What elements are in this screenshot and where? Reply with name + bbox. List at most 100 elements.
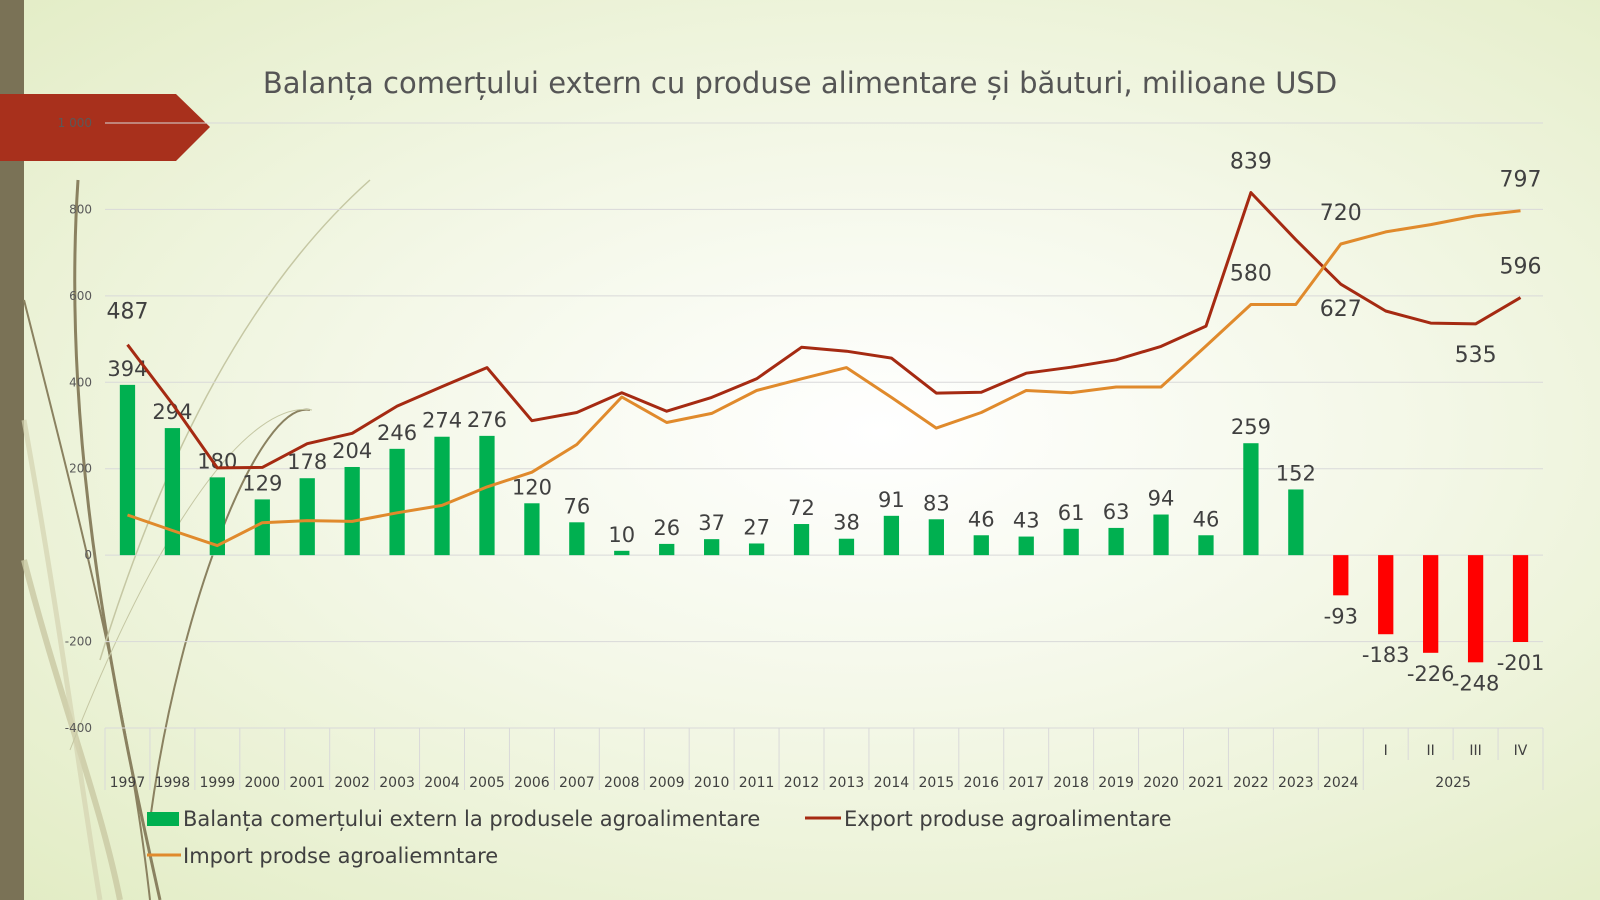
chart-title: Balanța comerțului extern cu produse ali… bbox=[263, 66, 1337, 100]
export-point-label: 535 bbox=[1455, 343, 1497, 368]
balance-bar bbox=[1243, 443, 1259, 556]
y-tick-label: 400 bbox=[69, 375, 92, 389]
bar-value-label: 61 bbox=[1058, 501, 1085, 525]
x-tick-label: 2009 bbox=[649, 775, 685, 791]
balance-bar bbox=[1467, 555, 1484, 663]
bar-value-label: 63 bbox=[1103, 500, 1130, 524]
x-tick-label: IV bbox=[1514, 743, 1528, 759]
bar-value-label: 91 bbox=[878, 488, 905, 512]
import-point-label: 797 bbox=[1500, 168, 1542, 193]
bar-value-label: 46 bbox=[968, 507, 995, 531]
y-tick-label: 200 bbox=[69, 462, 92, 476]
balance-bar bbox=[1108, 527, 1124, 556]
x-tick-label: 2007 bbox=[559, 775, 595, 791]
bar-value-label: 43 bbox=[1013, 509, 1040, 533]
x-axis: 1997 1998 1999 2000 2001 2002 2003 2004 2005 2006… bbox=[104, 728, 1544, 791]
balance-bar bbox=[1153, 514, 1169, 556]
line-point-labels: 487 839 627 535 596 580 720 797 bbox=[106, 150, 1541, 368]
balance-bar bbox=[119, 384, 136, 556]
x-tick-label: 2024 bbox=[1323, 775, 1359, 791]
bar-value-label: -248 bbox=[1452, 671, 1500, 695]
x-tick-label: 2001 bbox=[289, 775, 325, 791]
balance-bar bbox=[524, 503, 540, 556]
x-tick-label: 2013 bbox=[829, 775, 865, 791]
bar-value-label: -201 bbox=[1497, 651, 1545, 675]
balance-bar bbox=[704, 539, 720, 556]
import-point-label: 580 bbox=[1230, 262, 1272, 287]
balance-bar bbox=[1423, 555, 1439, 653]
x-tick-label: 2011 bbox=[739, 775, 775, 791]
x-tick-label: 2023 bbox=[1278, 775, 1314, 791]
export-point-label: 627 bbox=[1320, 297, 1362, 322]
x-tick-label: 1997 bbox=[110, 775, 146, 791]
bar-value-label: 10 bbox=[608, 523, 635, 547]
x-tick-label: 2019 bbox=[1098, 775, 1134, 791]
x-tick-label: 2018 bbox=[1053, 775, 1089, 791]
export-point-label: 596 bbox=[1500, 255, 1542, 280]
legend: Balanța comerțului extern la produsele a… bbox=[147, 807, 1172, 868]
balance-bars bbox=[119, 384, 1529, 663]
bar-value-label: -226 bbox=[1407, 662, 1455, 686]
balance-bar bbox=[1198, 535, 1214, 556]
x-tick-label: 2016 bbox=[963, 775, 999, 791]
bar-value-label: 394 bbox=[107, 357, 147, 381]
x-tick-label: III bbox=[1469, 743, 1481, 759]
export-line bbox=[126, 191, 1522, 470]
bar-value-label: -183 bbox=[1362, 643, 1410, 667]
balance-bar bbox=[434, 436, 450, 556]
x-tick-label: II bbox=[1427, 743, 1435, 759]
x-tick-label: 2022 bbox=[1233, 775, 1269, 791]
bar-value-label: 83 bbox=[923, 491, 950, 515]
bar-value-label: 276 bbox=[467, 408, 507, 432]
x-tick-label: 2021 bbox=[1188, 775, 1224, 791]
x-tick-label: 1999 bbox=[200, 775, 236, 791]
bar-value-label: 180 bbox=[197, 449, 237, 473]
x-tick-label: 2002 bbox=[334, 775, 370, 791]
balance-bar bbox=[1512, 555, 1529, 643]
balance-bar bbox=[344, 466, 360, 556]
x-tick-label: 2017 bbox=[1008, 775, 1044, 791]
x-tick-label: 1998 bbox=[155, 775, 191, 791]
x-tick-label: 2014 bbox=[874, 775, 910, 791]
bar-value-label: 274 bbox=[422, 409, 462, 433]
balance-bar bbox=[659, 543, 675, 556]
legend-label-balance: Balanța comerțului extern la produsele a… bbox=[183, 807, 760, 831]
balance-bar bbox=[164, 428, 181, 556]
bar-value-label: 120 bbox=[512, 475, 552, 499]
balance-bar bbox=[883, 515, 900, 556]
x-tick-label: 2012 bbox=[784, 775, 820, 791]
y-tick-label: -200 bbox=[65, 635, 92, 649]
export-point-label: 839 bbox=[1230, 150, 1272, 175]
bar-value-label: 152 bbox=[1276, 461, 1316, 485]
y-tick-label: 800 bbox=[69, 202, 92, 216]
bar-value-label: 27 bbox=[743, 515, 770, 539]
x-tick-label: 2010 bbox=[694, 775, 730, 791]
bar-value-label: 259 bbox=[1231, 415, 1271, 439]
legend-label-import: Import prodse agroaliemntare bbox=[183, 844, 498, 868]
bar-value-label: 72 bbox=[788, 496, 815, 520]
balance-bar bbox=[254, 499, 270, 556]
y-tick-label: -400 bbox=[65, 721, 92, 735]
bar-value-label: 46 bbox=[1193, 507, 1220, 531]
balance-bar bbox=[1063, 528, 1079, 556]
balance-bar bbox=[1333, 555, 1349, 596]
x-tick-label: 2004 bbox=[424, 775, 460, 791]
bar-value-label: -93 bbox=[1324, 604, 1358, 628]
legend-swatch-balance bbox=[147, 812, 179, 826]
balance-bar bbox=[793, 524, 810, 556]
x-tick-label: 2000 bbox=[244, 775, 280, 791]
x-tick-label: 2008 bbox=[604, 775, 640, 791]
balance-bar bbox=[748, 543, 765, 556]
balance-bar bbox=[389, 448, 405, 556]
bar-value-label: 26 bbox=[653, 516, 680, 540]
import-point-label: 720 bbox=[1320, 201, 1362, 226]
balance-bar bbox=[209, 477, 225, 556]
balance-bar bbox=[569, 522, 585, 556]
balance-bar bbox=[973, 535, 989, 556]
bar-value-label: 129 bbox=[242, 471, 282, 495]
balance-bar bbox=[614, 550, 630, 556]
balance-bar bbox=[1288, 489, 1304, 556]
x-tick-label: 2003 bbox=[379, 775, 415, 791]
